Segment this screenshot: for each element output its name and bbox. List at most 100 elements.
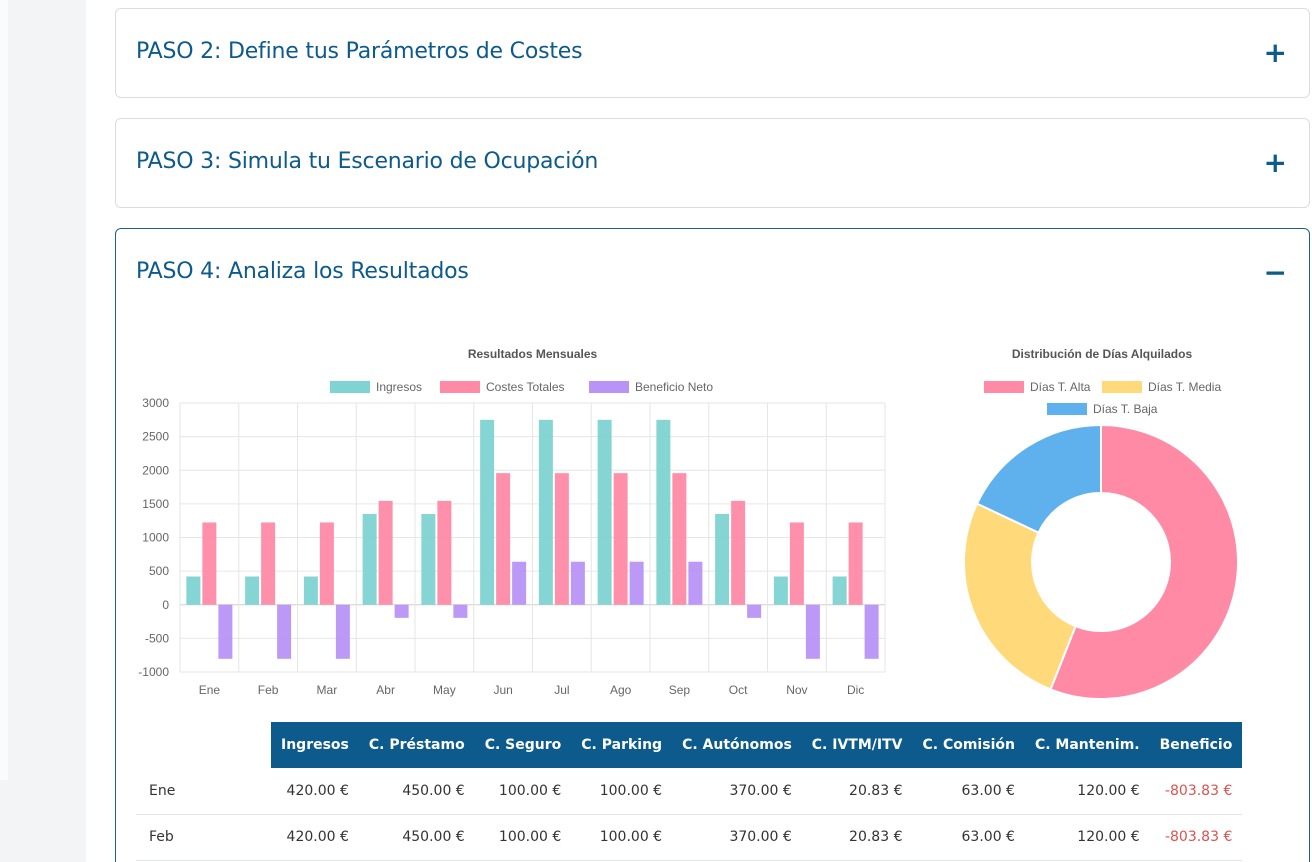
table-cell: -803.83 €: [1149, 768, 1243, 815]
expand-step-3-icon[interactable]: +: [1263, 146, 1287, 179]
table-cell: 370.00 €: [672, 814, 802, 861]
bar-Ago-3: [629, 561, 644, 605]
table-cell: 100.00 €: [571, 768, 673, 815]
bar-Sep-3: [688, 561, 703, 605]
table-cell: 120.00 €: [1024, 768, 1150, 815]
step-3-title[interactable]: PASO 3: Simula tu Escenario de Ocupación: [136, 149, 599, 174]
bar-Ago-1: [597, 419, 612, 605]
legend-label-1: Ingresos: [376, 380, 422, 394]
bar-Abr-3: [394, 604, 409, 618]
bar-Sep-2: [672, 473, 687, 605]
table-header-cell: C. Seguro: [474, 722, 572, 768]
legend-label-1: Días T. Alta: [1030, 380, 1091, 394]
bar-Sep-1: [656, 419, 671, 605]
x-tick-label: Sep: [669, 683, 691, 697]
bar-Jul-1: [538, 419, 553, 605]
chart-title: Resultados Mensuales: [468, 347, 598, 361]
table-header-cell: C. Autónomos: [672, 722, 802, 768]
bar-Jun-2: [496, 473, 511, 605]
x-tick-label: Jun: [493, 683, 512, 697]
bar-Oct-1: [715, 513, 730, 605]
table-cell: 100.00 €: [474, 768, 572, 815]
step-4-title[interactable]: PASO 4: Analiza los Resultados: [136, 259, 469, 284]
bar-Ene-1: [186, 576, 201, 605]
bar-Dic-2: [848, 522, 863, 605]
x-tick-label: May: [433, 683, 456, 697]
bar-Nov-1: [773, 576, 788, 605]
step-3-accordion[interactable]: PASO 3: Simula tu Escenario de Ocupación…: [115, 118, 1310, 208]
x-tick-label: Oct: [729, 683, 748, 697]
bar-Nov-2: [789, 522, 804, 605]
bar-Ene-2: [202, 522, 217, 605]
y-tick-label: 0: [162, 598, 169, 612]
bar-Feb-1: [245, 576, 260, 605]
y-tick-label: 1000: [142, 531, 169, 545]
legend-label-3: Días T. Baja: [1093, 402, 1158, 416]
bar-Jun-3: [512, 561, 527, 605]
y-tick-label: -1000: [138, 665, 169, 679]
table-cell: 63.00 €: [912, 768, 1025, 815]
table-row: Feb 420.00 €450.00 €100.00 €100.00 €370.0…: [136, 814, 1243, 861]
bar-Oct-2: [731, 500, 746, 605]
results-table: Ingresos C. Préstamo C. Seguro C. Parking C.…: [136, 722, 1243, 861]
expand-step-2-icon[interactable]: +: [1263, 36, 1287, 69]
bar-Feb-2: [261, 522, 276, 605]
y-tick-label: 1500: [142, 497, 169, 511]
table-cell: 63.00 €: [912, 814, 1025, 861]
step-2-accordion[interactable]: PASO 2: Define tus Parámetros de Costes …: [115, 8, 1310, 98]
table-header-cell: C. Parking: [571, 722, 673, 768]
bar-Abr-2: [378, 500, 393, 605]
bar-Dic-3: [864, 604, 879, 659]
left-gutter: [0, 0, 86, 862]
table-cell: 450.00 €: [358, 768, 475, 815]
step-2-title[interactable]: PASO 2: Define tus Parámetros de Costes: [136, 39, 583, 64]
bar-May-1: [421, 513, 436, 605]
rented-days-chart: Distribución de Días Alquilados Días T. A…: [963, 347, 1239, 700]
table-cell: 20.83 €: [801, 814, 913, 861]
legend-swatch-1: [984, 381, 1024, 393]
y-tick-label: 2000: [142, 463, 169, 477]
bar-May-3: [453, 604, 468, 618]
bar-Jun-1: [480, 419, 495, 605]
x-tick-label: Abr: [376, 683, 395, 697]
table-cell-month: Feb: [136, 814, 271, 861]
bar-Nov-3: [805, 604, 820, 659]
table-header-cell: Beneficio: [1149, 722, 1243, 768]
bar-Ago-2: [613, 473, 628, 605]
table-cell: 100.00 €: [571, 814, 673, 861]
bar-May-2: [437, 500, 452, 605]
x-tick-label: Ene: [199, 683, 221, 697]
legend-swatch-2: [1102, 381, 1142, 393]
bar-Jul-3: [570, 561, 585, 605]
doughnut-slice-1: [1049, 423, 1239, 700]
x-tick-label: Jul: [554, 683, 569, 697]
table-header-cell: C. Comisión: [912, 722, 1025, 768]
x-tick-label: Mar: [317, 683, 338, 697]
chart-title: Distribución de Días Alquilados: [1012, 347, 1193, 361]
table-cell: -803.83 €: [1149, 814, 1243, 861]
table-header-cell: Ingresos: [271, 722, 359, 768]
doughnut-slice-3: [975, 423, 1102, 534]
legend-swatch-1: [330, 381, 370, 393]
monthly-results-chart: Resultados Mensuales Ingresos Costes Total…: [138, 347, 886, 697]
table-cell: 420.00 €: [271, 768, 359, 815]
bar-Jul-2: [554, 473, 569, 605]
table-cell: 120.00 €: [1024, 814, 1150, 861]
y-tick-label: 2500: [142, 430, 169, 444]
bar-Mar-2: [319, 522, 334, 605]
table-cell: 420.00 €: [271, 814, 359, 861]
x-tick-label: Ago: [610, 683, 632, 697]
x-tick-label: Feb: [258, 683, 279, 697]
legend-swatch-3: [1047, 403, 1087, 415]
table-header-cell: C. IVTM/ITV: [801, 722, 913, 768]
collapse-step-4-icon[interactable]: −: [1263, 256, 1287, 289]
legend-swatch-3: [589, 381, 629, 393]
bar-Mar-3: [335, 604, 350, 659]
table-header-blank: [136, 722, 271, 768]
table-header-cell: C. Préstamo: [358, 722, 475, 768]
legend-label-2: Costes Totales: [486, 380, 565, 394]
table-header-cell: C. Mantenim.: [1024, 722, 1150, 768]
bar-Mar-1: [303, 576, 318, 605]
bar-Dic-1: [832, 576, 847, 605]
